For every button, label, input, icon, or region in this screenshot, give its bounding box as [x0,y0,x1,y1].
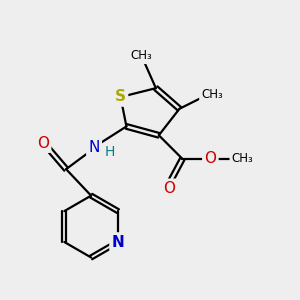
Text: N: N [88,140,100,154]
Text: H: H [104,146,115,159]
Text: N: N [112,235,124,250]
Text: CH₃: CH₃ [231,152,253,165]
Text: CH₃: CH₃ [201,88,223,100]
Text: O: O [37,136,49,151]
Text: O: O [204,151,216,166]
Text: CH₃: CH₃ [130,49,152,62]
Text: O: O [163,181,175,196]
Text: S: S [115,89,126,104]
